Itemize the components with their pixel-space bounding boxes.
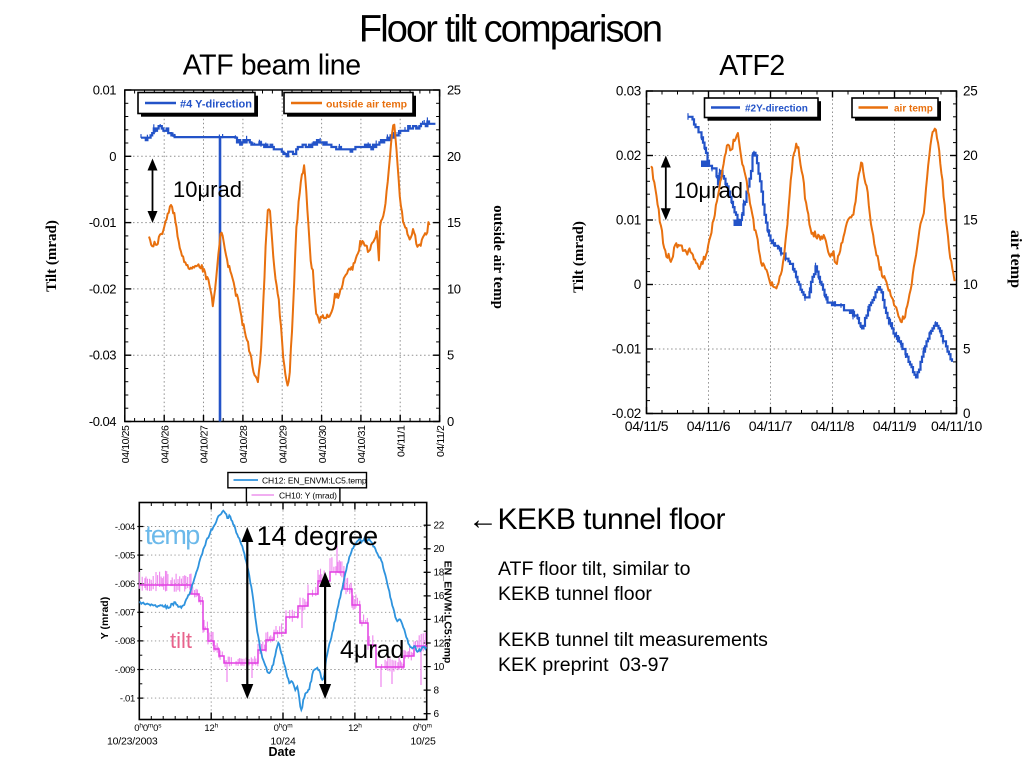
svg-text:Tilt (mrad): Tilt (mrad): [571, 221, 587, 293]
svg-text:04/10/29: 04/10/29: [277, 425, 289, 463]
svg-text:04/11/9: 04/11/9: [873, 418, 917, 434]
svg-text:25: 25: [963, 84, 977, 99]
svg-text:04/10/28: 04/10/28: [238, 425, 250, 463]
svg-text:04/11/7: 04/11/7: [749, 418, 793, 434]
svg-text:-0.01: -0.01: [89, 215, 116, 230]
svg-text:ATF floor tilt, similar to: ATF floor tilt, similar to: [498, 558, 691, 580]
svg-text:04/11/10: 04/11/10: [931, 418, 983, 434]
svg-text:04/11/6: 04/11/6: [687, 418, 731, 434]
svg-text:-0.04: -0.04: [89, 414, 116, 429]
svg-text:04/10/31: 04/10/31: [356, 425, 368, 463]
svg-text:0h​0m​0s​: 0h​0m​0s​: [134, 723, 162, 735]
svg-text:air temp: air temp: [894, 104, 933, 115]
svg-text:10μrad: 10μrad: [173, 177, 242, 202]
svg-text:Date: Date: [268, 745, 295, 759]
svg-text:EN_ENVM:LC5:temp: EN_ENVM:LC5:temp: [442, 561, 454, 664]
svg-text:04/11/2: 04/11/2: [435, 425, 447, 457]
svg-text:-.008: -.008: [115, 636, 135, 647]
svg-text:Y (mrad): Y (mrad): [99, 597, 111, 639]
svg-text:KEK preprint 03-97: KEK preprint 03-97: [498, 654, 669, 676]
svg-text:outside air temp: outside air temp: [326, 99, 407, 111]
svg-text:-0.02: -0.02: [89, 281, 116, 296]
svg-text:20: 20: [963, 148, 977, 163]
svg-text:#4 Y-direction: #4 Y-direction: [180, 99, 252, 111]
svg-text:Tilt (mrad): Tilt (mrad): [44, 220, 60, 292]
svg-text:0h​0m​: 0h​0m​: [413, 723, 432, 735]
svg-text:10/24: 10/24: [270, 736, 296, 748]
svg-text:KEKB tunnel floor: KEKB tunnel floor: [498, 583, 652, 605]
svg-text:outside air temp: outside air temp: [490, 205, 506, 309]
svg-text:CH12: EN_ENVM:LC5.temp: CH12: EN_ENVM:LC5.temp: [262, 476, 367, 486]
svg-text:18: 18: [434, 568, 445, 579]
svg-text:12: 12: [434, 638, 445, 649]
svg-text:5: 5: [963, 342, 970, 357]
svg-text:temp: temp: [145, 520, 199, 550]
svg-text:0.01: 0.01: [93, 83, 117, 98]
svg-text:8: 8: [434, 685, 440, 696]
svg-text:10/23/2003: 10/23/2003: [107, 736, 158, 748]
svg-text:04/10/27: 04/10/27: [199, 425, 211, 463]
svg-text:04/11/1: 04/11/1: [395, 425, 407, 457]
svg-text:04/11/8: 04/11/8: [811, 418, 855, 434]
svg-text:0.02: 0.02: [616, 148, 641, 163]
svg-text:CH10: Y (mrad): CH10: Y (mrad): [279, 491, 337, 501]
svg-text:0: 0: [447, 414, 454, 429]
svg-text:25: 25: [447, 83, 461, 98]
svg-text:14: 14: [434, 615, 445, 626]
svg-text:#2Y-direction: #2Y-direction: [745, 104, 808, 115]
svg-text:12h​: 12h​: [348, 723, 362, 735]
svg-text:10μrad: 10μrad: [674, 178, 743, 203]
svg-text:←KEKB tunnel floor: ←KEKB tunnel floor: [468, 503, 725, 536]
svg-text:0.03: 0.03: [616, 84, 641, 99]
svg-text:-.004: -.004: [115, 522, 135, 533]
svg-text:ATF2: ATF2: [719, 50, 785, 82]
svg-text:20: 20: [447, 149, 461, 164]
svg-text:0.01: 0.01: [616, 213, 641, 228]
svg-text:15: 15: [447, 215, 461, 230]
svg-text:-0.02: -0.02: [612, 406, 641, 421]
svg-text:16: 16: [434, 591, 445, 602]
svg-text:14 degree: 14 degree: [257, 521, 379, 551]
svg-text:0: 0: [109, 149, 116, 164]
svg-text:5: 5: [447, 348, 454, 363]
svg-text:-.006: -.006: [115, 579, 135, 590]
svg-text:12h​: 12h​: [204, 723, 218, 735]
svg-text:10/25: 10/25: [410, 736, 436, 748]
svg-text:Floor tilt comparison: Floor tilt comparison: [359, 9, 661, 51]
svg-text:-.009: -.009: [115, 665, 135, 676]
svg-text:tilt: tilt: [170, 628, 192, 653]
svg-text:-.005: -.005: [115, 550, 135, 561]
svg-text:20: 20: [434, 544, 445, 555]
svg-text:10: 10: [447, 281, 461, 296]
svg-text:04/11/5: 04/11/5: [625, 418, 669, 434]
svg-text:10: 10: [963, 277, 977, 292]
svg-text:0: 0: [963, 406, 970, 421]
svg-text:10: 10: [434, 662, 445, 673]
svg-text:-0.03: -0.03: [89, 348, 116, 363]
svg-text:-0.01: -0.01: [612, 342, 641, 357]
svg-text:-.007: -.007: [115, 608, 135, 619]
svg-text:air temp: air temp: [1007, 230, 1024, 288]
svg-text:-.01: -.01: [120, 693, 135, 704]
svg-text:6: 6: [434, 709, 440, 720]
svg-text:4μrad: 4μrad: [340, 636, 404, 664]
svg-text:04/10/25: 04/10/25: [120, 425, 132, 463]
svg-text:0: 0: [634, 277, 641, 292]
svg-text:04/10/26: 04/10/26: [159, 425, 171, 463]
svg-text:0h​0m​: 0h​0m​: [274, 723, 293, 735]
svg-text:15: 15: [963, 213, 977, 228]
svg-text:KEKB tunnel tilt measurements: KEKB tunnel tilt measurements: [498, 629, 768, 651]
svg-text:04/10/30: 04/10/30: [317, 425, 329, 463]
svg-text:22: 22: [434, 521, 445, 532]
svg-text:ATF beam line: ATF beam line: [183, 50, 361, 82]
